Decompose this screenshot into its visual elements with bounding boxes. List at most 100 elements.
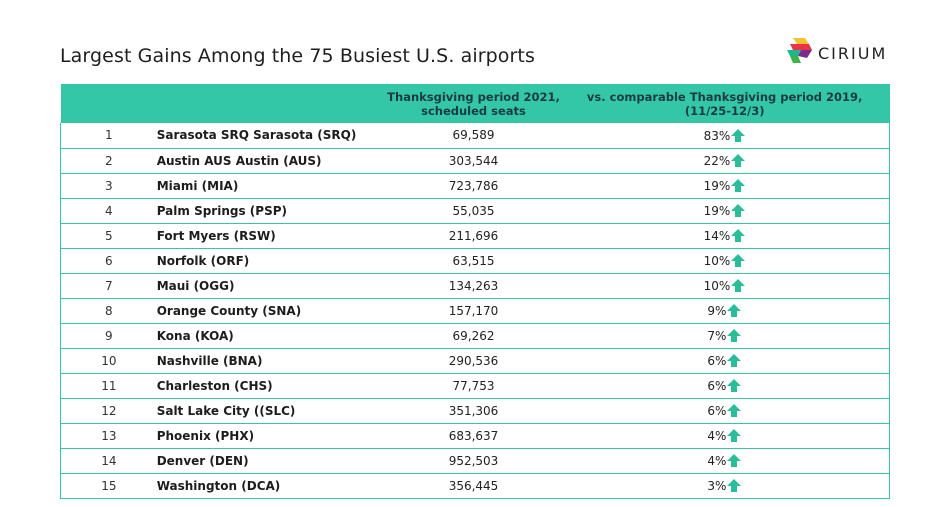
change-cell: 10% (559, 273, 890, 299)
table-row: 9 Kona (KOA) 69,262 7% (59, 323, 890, 349)
seats-cell: 952,503 (387, 448, 560, 474)
airport-cell: Miami (MIA) (156, 173, 388, 199)
arrow-up-icon (727, 329, 742, 343)
seats-cell: 69,589 (387, 123, 560, 149)
seats-cell: 351,306 (387, 398, 560, 424)
header-change-line1: vs. comparable Thanksgiving period 2019, (586, 89, 863, 104)
arrow-up-icon (727, 304, 742, 318)
arrow-up-icon (727, 354, 742, 368)
airport-cell: Orange County (SNA) (156, 298, 388, 324)
arrow-up-icon (731, 129, 746, 142)
table-row: 11 Charleston (CHS) 77,753 6% (59, 373, 890, 399)
change-cell: 9% (559, 298, 890, 324)
airport-cell: Salt Lake City ((SLC) (156, 398, 388, 424)
change-value: 14% (703, 228, 731, 243)
change-cell: 6% (559, 398, 890, 424)
change-value: 6% (707, 378, 727, 393)
rank-cell: 4 (59, 198, 157, 224)
table-row: 3 Miami (MIA) 723,786 19% (59, 173, 890, 199)
arrow-up-icon (731, 254, 746, 268)
arrow-up-icon (727, 479, 742, 493)
airport-cell: Austin AUS Austin (AUS) (156, 148, 388, 174)
change-cell: 3% (559, 473, 890, 499)
change-value: 7% (707, 328, 727, 343)
airport-cell: Charleston (CHS) (156, 373, 388, 399)
rank-cell: 15 (59, 473, 157, 499)
table-body: 1 Sarasota SRQ Sarasota (SRQ) 69,589 83% 2 Au… (59, 123, 890, 499)
arrow-up-icon (727, 404, 742, 418)
seats-cell: 69,262 (387, 323, 560, 349)
change-value: 22% (703, 153, 731, 168)
arrow-up-icon (731, 229, 746, 243)
rank-cell: 9 (59, 323, 157, 349)
change-cell: 4% (559, 448, 890, 474)
airport-cell: Denver (DEN) (156, 448, 388, 474)
change-value: 19% (703, 178, 731, 193)
seats-cell: 290,536 (387, 348, 560, 374)
change-value: 6% (707, 353, 727, 368)
airport-gains-table: Thanksgiving period 2021, scheduled seat… (59, 84, 890, 499)
airport-cell: Kona (KOA) (156, 323, 388, 349)
seats-cell: 303,544 (387, 148, 560, 174)
rank-cell: 14 (59, 448, 157, 474)
header-seats-line1: Thanksgiving period 2021, (387, 89, 560, 104)
header-airport (157, 84, 387, 123)
header-seats: Thanksgiving period 2021, scheduled seat… (387, 84, 560, 123)
rank-cell: 7 (59, 273, 157, 299)
table-row: 12 Salt Lake City ((SLC) 351,306 6% (59, 398, 890, 424)
table-row: 2 Austin AUS Austin (AUS) 303,544 22% (59, 148, 890, 174)
change-value: 19% (703, 203, 731, 218)
rank-cell: 5 (59, 223, 157, 249)
seats-cell: 356,445 (387, 473, 560, 499)
cirium-logo-mark-icon (787, 38, 812, 63)
change-cell: 7% (559, 323, 890, 349)
arrow-up-icon (731, 179, 746, 193)
table-header: Thanksgiving period 2021, scheduled seat… (60, 84, 890, 123)
arrow-up-icon (727, 454, 742, 468)
change-value: 83% (703, 128, 731, 143)
change-cell: 6% (559, 373, 890, 399)
change-cell: 19% (559, 173, 890, 199)
change-value: 10% (703, 253, 731, 268)
change-value: 3% (707, 478, 727, 493)
table-row: 5 Fort Myers (RSW) 211,696 14% (59, 223, 890, 249)
airport-cell: Palm Springs (PSP) (156, 198, 388, 224)
rank-cell: 12 (59, 398, 157, 424)
seats-cell: 63,515 (387, 248, 560, 274)
table-row: 10 Nashville (BNA) 290,536 6% (59, 348, 890, 374)
seats-cell: 211,696 (387, 223, 560, 249)
seats-cell: 683,637 (387, 423, 560, 449)
header-seats-line2: scheduled seats (421, 103, 526, 118)
airport-cell: Maui (OGG) (156, 273, 388, 299)
arrow-up-icon (731, 154, 746, 168)
change-cell: 14% (559, 223, 890, 249)
rank-cell: 11 (59, 373, 157, 399)
table-row: 8 Orange County (SNA) 157,170 9% (59, 298, 890, 324)
header-change-line2: (11/25-12/3) (684, 103, 765, 118)
cirium-logo: CIRIUM (787, 36, 887, 64)
seats-cell: 134,263 (387, 273, 560, 299)
change-cell: 22% (559, 148, 890, 174)
change-value: 4% (707, 453, 727, 468)
airport-cell: Norfolk (ORF) (156, 248, 388, 274)
table-row: 1 Sarasota SRQ Sarasota (SRQ) 69,589 83% (59, 123, 890, 149)
airport-cell: Washington (DCA) (156, 473, 388, 499)
change-cell: 19% (559, 198, 890, 224)
rank-cell: 13 (59, 423, 157, 449)
change-cell: 6% (559, 348, 890, 374)
airport-cell: Nashville (BNA) (156, 348, 388, 374)
airport-cell: Sarasota SRQ Sarasota (SRQ) (156, 123, 388, 149)
arrow-up-icon (727, 379, 742, 393)
rank-cell: 6 (59, 248, 157, 274)
arrow-up-icon (731, 204, 746, 218)
change-cell: 10% (559, 248, 890, 274)
header-change: vs. comparable Thanksgiving period 2019,… (560, 84, 890, 123)
seats-cell: 157,170 (387, 298, 560, 324)
header-rank (61, 84, 157, 123)
change-cell: 83% (559, 123, 890, 149)
table-row: 4 Palm Springs (PSP) 55,035 19% (59, 198, 890, 224)
rank-cell: 1 (59, 123, 157, 149)
seats-cell: 77,753 (387, 373, 560, 399)
table-row: 14 Denver (DEN) 952,503 4% (59, 448, 890, 474)
change-value: 6% (707, 403, 727, 418)
